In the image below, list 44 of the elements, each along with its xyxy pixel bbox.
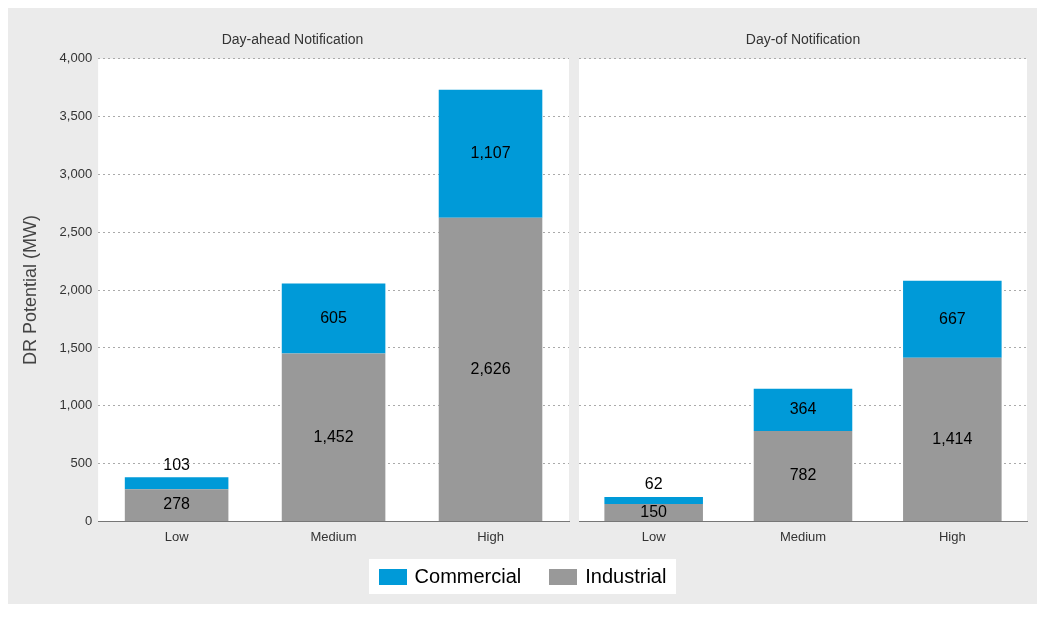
data-label: 1,452 <box>313 427 354 445</box>
y-tick-label: 3,500 <box>59 108 93 124</box>
data-label: 782 <box>789 466 817 484</box>
bar <box>438 89 543 218</box>
bar <box>903 357 1002 521</box>
chart-title: Day-ahead Notification <box>221 31 364 48</box>
bar <box>281 353 386 521</box>
data-label: 103 <box>163 455 191 473</box>
x-tick-label: High <box>938 528 966 544</box>
y-tick-label: 500 <box>70 455 93 471</box>
legend-label: Industrial <box>585 565 667 588</box>
data-label: 150 <box>640 502 668 520</box>
data-label: 62 <box>644 475 663 493</box>
data-label: 605 <box>320 308 348 326</box>
bar <box>281 283 386 354</box>
y-tick-label: 2,000 <box>59 281 93 297</box>
data-label: 278 <box>163 495 191 513</box>
y-axis-title: DR Potential (MW) <box>19 215 40 366</box>
data-label: 364 <box>789 400 817 418</box>
bar <box>604 504 703 521</box>
chart-title: Day-of Notification <box>745 31 861 48</box>
data-label: 1,414 <box>932 429 973 447</box>
bar <box>903 280 1002 358</box>
y-tick-label: 2,500 <box>59 223 93 239</box>
y-tick-label: 1,500 <box>59 339 93 355</box>
y-tick-label: 0 <box>84 512 93 528</box>
bar <box>604 496 703 505</box>
bar <box>753 388 853 431</box>
bar <box>124 489 229 521</box>
bar <box>438 217 543 521</box>
data-label: 667 <box>938 309 966 327</box>
y-tick-label: 4,000 <box>59 50 93 66</box>
y-tick-label: 1,000 <box>59 397 93 413</box>
x-tick-label: Low <box>164 528 190 544</box>
x-tick-label: Low <box>641 528 667 544</box>
legend-label: Commercial <box>414 565 522 588</box>
bar <box>753 430 853 521</box>
x-tick-label: Medium <box>310 528 357 544</box>
data-label: 2,626 <box>470 359 511 377</box>
x-tick-label: High <box>477 528 504 544</box>
bar <box>124 477 229 490</box>
data-label: 1,107 <box>470 144 511 162</box>
x-tick-label: Medium <box>779 528 827 544</box>
y-tick-label: 3,000 <box>59 166 93 182</box>
